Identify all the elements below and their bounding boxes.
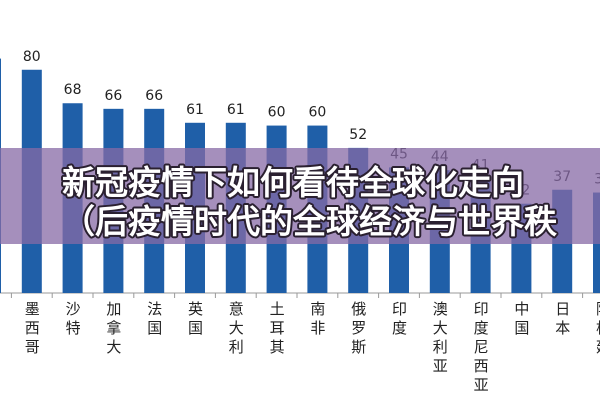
banner — [0, 148, 600, 244]
x-tick-label: 印度 — [390, 301, 408, 339]
x-tick-label: 俄罗斯 — [349, 301, 367, 358]
value-label: 60 — [268, 105, 286, 121]
x-tick-label: 中国 — [512, 301, 530, 339]
value-label: 80 — [23, 49, 41, 65]
x-tick-label: 沙特 — [64, 301, 82, 339]
value-label: 60 — [308, 105, 326, 121]
value-label: 61 — [227, 102, 245, 118]
value-label: 52 — [349, 127, 367, 143]
x-tick-label: 南非 — [308, 301, 326, 339]
value-label: 66 — [145, 88, 163, 104]
x-tick-label: 墨西哥 — [23, 301, 41, 358]
value-label: 68 — [64, 82, 82, 98]
value-label: 66 — [104, 88, 122, 104]
x-tick-label: 印度尼西亚 — [472, 301, 490, 396]
x-tick-label: 意大利 — [227, 300, 245, 358]
x-tick-label: 澳大利亚 — [431, 301, 449, 377]
x-tick-label: 法国 — [145, 301, 163, 339]
headline: 新冠疫情下如何看待全球化走向 — [62, 163, 524, 202]
x-tick-label: 日本 — [553, 301, 571, 339]
x-tick-label: 英国 — [186, 300, 204, 339]
value-label: 61 — [186, 102, 204, 118]
headline: （后疫情时代的全球经济与世界秩 — [62, 202, 557, 241]
x-tick-label: 阿根廷 — [594, 301, 600, 358]
x-tick-label: 土耳其 — [268, 301, 286, 358]
x-tick-label: 加拿大 — [104, 301, 122, 358]
